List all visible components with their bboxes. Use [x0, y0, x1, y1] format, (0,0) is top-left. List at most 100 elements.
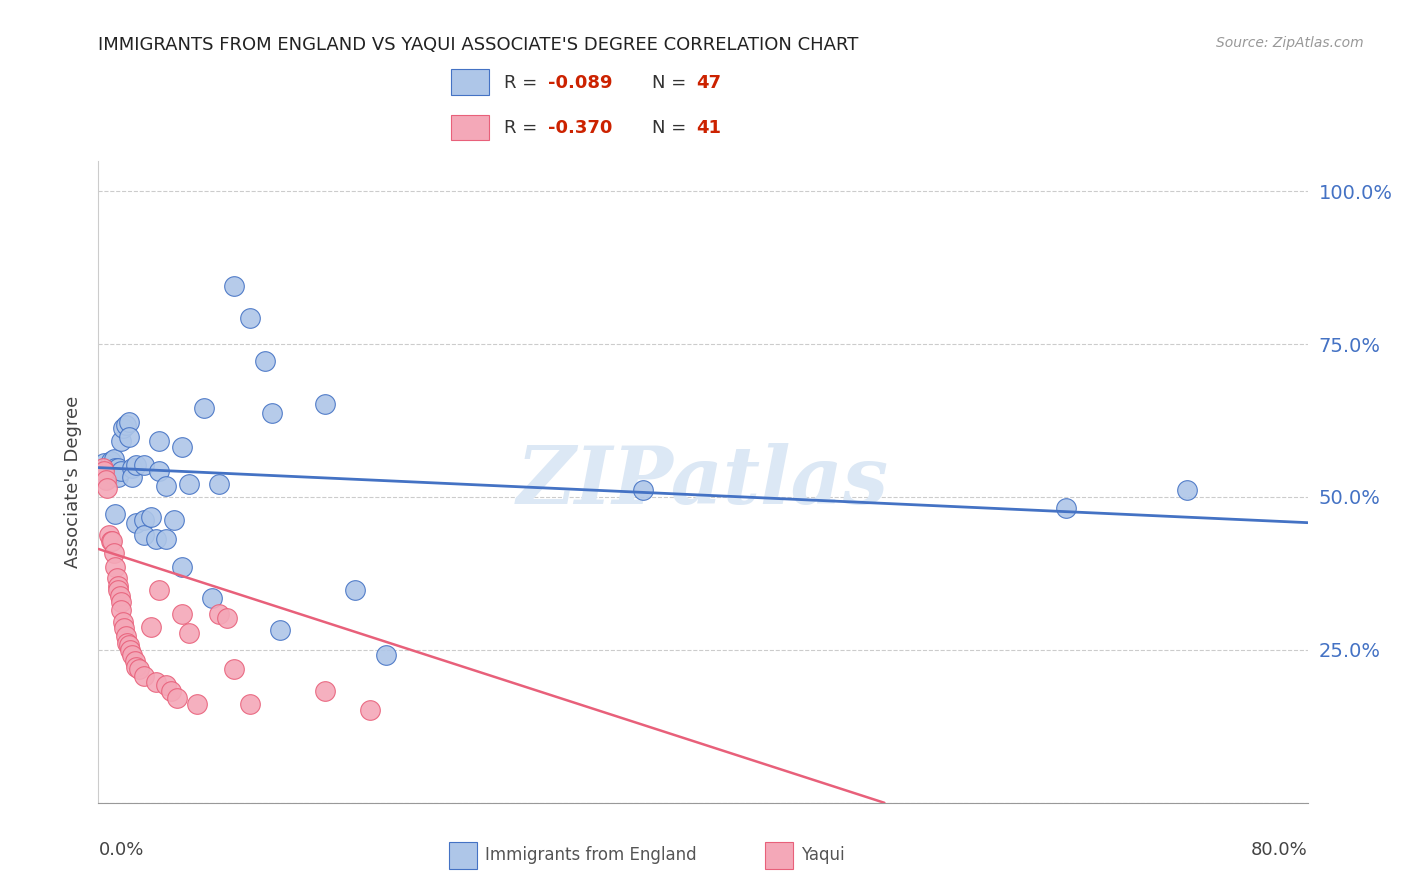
Text: Source: ZipAtlas.com: Source: ZipAtlas.com	[1216, 36, 1364, 50]
Point	[179, 625, 201, 640]
Point	[98, 528, 121, 542]
Point	[110, 464, 132, 478]
Point	[94, 472, 117, 486]
Point	[125, 516, 148, 530]
Point	[107, 582, 129, 597]
Point	[360, 703, 382, 717]
Point	[224, 663, 246, 677]
Point	[160, 684, 183, 698]
Point	[103, 546, 125, 560]
Point	[118, 415, 141, 429]
Text: 41: 41	[696, 119, 721, 136]
Point	[110, 603, 132, 617]
Point	[208, 476, 231, 491]
Point	[148, 582, 170, 597]
Point	[166, 690, 188, 705]
Text: R =: R =	[505, 74, 543, 92]
Point	[121, 648, 143, 662]
Point	[132, 668, 155, 682]
Point	[314, 684, 336, 698]
Point	[104, 507, 127, 521]
Text: -0.089: -0.089	[548, 74, 613, 92]
Text: Yaqui: Yaqui	[801, 847, 845, 864]
Text: Immigrants from England: Immigrants from England	[485, 847, 697, 864]
Point	[94, 473, 117, 487]
Text: 0.0%: 0.0%	[98, 841, 143, 859]
Point	[132, 458, 155, 472]
Point	[121, 470, 143, 484]
Text: R =: R =	[505, 119, 543, 136]
Point	[145, 674, 167, 689]
Point	[111, 421, 134, 435]
Point	[107, 460, 129, 475]
Point	[100, 454, 122, 468]
Point	[170, 440, 193, 454]
FancyBboxPatch shape	[765, 842, 793, 869]
FancyBboxPatch shape	[450, 842, 477, 869]
Point	[141, 509, 163, 524]
Point	[179, 476, 201, 491]
Point	[93, 464, 115, 478]
Point	[91, 460, 114, 475]
Point	[96, 481, 118, 495]
Text: ZIPatlas: ZIPatlas	[517, 443, 889, 520]
Point	[118, 638, 141, 652]
Point	[110, 595, 132, 609]
Point	[262, 406, 284, 420]
Point	[107, 579, 129, 593]
Point	[344, 582, 367, 597]
Point	[108, 589, 131, 603]
Point	[104, 460, 127, 475]
Text: N =: N =	[652, 74, 692, 92]
Point	[163, 513, 186, 527]
Point	[1175, 483, 1198, 497]
Point	[114, 629, 136, 643]
Point	[132, 528, 155, 542]
Point	[100, 534, 122, 549]
Point	[115, 635, 138, 649]
Point	[193, 401, 215, 416]
Point	[253, 354, 276, 368]
Point	[125, 660, 148, 674]
Text: 80.0%: 80.0%	[1251, 841, 1308, 859]
Text: IMMIGRANTS FROM ENGLAND VS YAQUI ASSOCIATE'S DEGREE CORRELATION CHART: IMMIGRANTS FROM ENGLAND VS YAQUI ASSOCIA…	[98, 36, 859, 54]
Point	[155, 678, 177, 692]
Text: -0.370: -0.370	[548, 119, 612, 136]
Point	[112, 622, 135, 636]
Point	[128, 663, 150, 677]
Point	[107, 470, 129, 484]
Point	[120, 643, 142, 657]
Point	[110, 434, 132, 448]
Point	[215, 611, 238, 625]
FancyBboxPatch shape	[451, 70, 489, 95]
Text: N =: N =	[652, 119, 692, 136]
Point	[148, 434, 170, 448]
Point	[1054, 500, 1077, 515]
Point	[148, 464, 170, 478]
Point	[141, 620, 163, 634]
Y-axis label: Associate's Degree: Associate's Degree	[65, 395, 83, 568]
Point	[121, 460, 143, 475]
Point	[239, 697, 262, 711]
Point	[101, 467, 124, 481]
Point	[118, 430, 141, 444]
Point	[155, 532, 177, 546]
Point	[201, 591, 224, 605]
Point	[170, 560, 193, 574]
Point	[208, 607, 231, 622]
Point	[170, 607, 193, 622]
Point	[93, 456, 115, 470]
Point	[269, 624, 291, 638]
Point	[114, 417, 136, 432]
FancyBboxPatch shape	[451, 115, 489, 140]
Point	[111, 615, 134, 630]
Point	[125, 458, 148, 472]
Point	[239, 311, 262, 326]
Point	[132, 513, 155, 527]
Point	[96, 460, 118, 475]
Point	[124, 654, 146, 668]
Point	[314, 397, 336, 411]
Point	[155, 479, 177, 493]
Point	[104, 560, 127, 574]
Point	[105, 571, 128, 585]
